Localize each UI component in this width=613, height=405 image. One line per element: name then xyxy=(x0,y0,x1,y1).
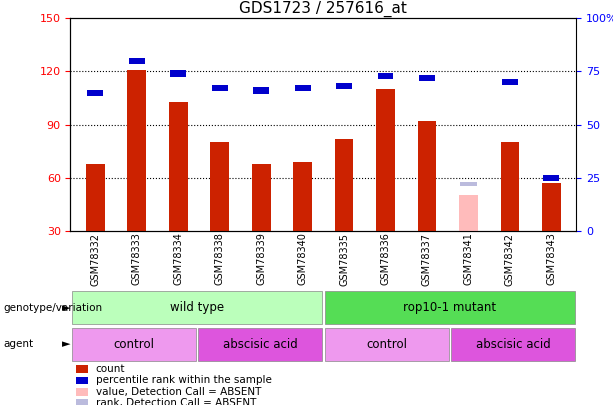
Text: ►: ► xyxy=(62,339,70,349)
Bar xyxy=(252,164,270,231)
Bar xyxy=(501,142,519,231)
Text: abscisic acid: abscisic acid xyxy=(223,338,297,351)
Text: GSM78339: GSM78339 xyxy=(256,232,266,286)
Bar xyxy=(129,58,145,64)
Bar xyxy=(460,182,477,186)
Text: percentile rank within the sample: percentile rank within the sample xyxy=(96,375,272,385)
Bar xyxy=(72,292,322,324)
Bar xyxy=(295,85,311,92)
Text: value, Detection Call = ABSENT: value, Detection Call = ABSENT xyxy=(96,387,261,397)
Bar xyxy=(72,328,196,361)
Bar xyxy=(293,162,312,231)
Text: GSM78341: GSM78341 xyxy=(463,232,473,286)
Bar xyxy=(170,70,186,77)
Text: genotype/variation: genotype/variation xyxy=(3,303,102,313)
Bar xyxy=(502,79,518,85)
Bar xyxy=(378,72,394,79)
Bar xyxy=(210,142,229,231)
Bar xyxy=(75,399,88,405)
Bar xyxy=(459,196,478,231)
Text: GSM78342: GSM78342 xyxy=(505,232,515,286)
Text: wild type: wild type xyxy=(170,301,224,314)
Bar xyxy=(376,89,395,231)
Bar xyxy=(335,139,354,231)
Text: GSM78337: GSM78337 xyxy=(422,232,432,286)
Text: GSM78334: GSM78334 xyxy=(173,232,183,286)
Text: control: control xyxy=(366,338,407,351)
Text: GSM78343: GSM78343 xyxy=(546,232,557,286)
Bar xyxy=(325,292,575,324)
Bar xyxy=(543,175,559,181)
Bar xyxy=(169,102,188,231)
Bar xyxy=(86,164,105,231)
Bar xyxy=(88,90,104,96)
Text: rank, Detection Call = ABSENT: rank, Detection Call = ABSENT xyxy=(96,398,256,405)
Bar xyxy=(75,377,88,384)
Text: ►: ► xyxy=(62,303,70,313)
Bar xyxy=(212,85,227,92)
Text: count: count xyxy=(96,364,125,374)
Bar xyxy=(128,70,146,231)
Text: abscisic acid: abscisic acid xyxy=(476,338,550,351)
Text: GSM78333: GSM78333 xyxy=(132,232,142,286)
Text: GSM78335: GSM78335 xyxy=(339,232,349,286)
Text: control: control xyxy=(113,338,154,351)
Title: GDS1723 / 257616_at: GDS1723 / 257616_at xyxy=(240,1,407,17)
Text: GSM78332: GSM78332 xyxy=(90,232,101,286)
Bar xyxy=(451,328,575,361)
Bar xyxy=(198,328,322,361)
Bar xyxy=(253,87,269,94)
Bar xyxy=(542,183,561,231)
Bar xyxy=(419,75,435,81)
Text: GSM78340: GSM78340 xyxy=(298,232,308,286)
Bar xyxy=(417,121,436,231)
Text: rop10-1 mutant: rop10-1 mutant xyxy=(403,301,497,314)
Text: agent: agent xyxy=(3,339,33,349)
Bar xyxy=(325,328,449,361)
Bar xyxy=(75,388,88,396)
Text: GSM78336: GSM78336 xyxy=(381,232,390,286)
Bar xyxy=(336,83,352,90)
Bar xyxy=(75,365,88,373)
Text: GSM78338: GSM78338 xyxy=(215,232,225,286)
